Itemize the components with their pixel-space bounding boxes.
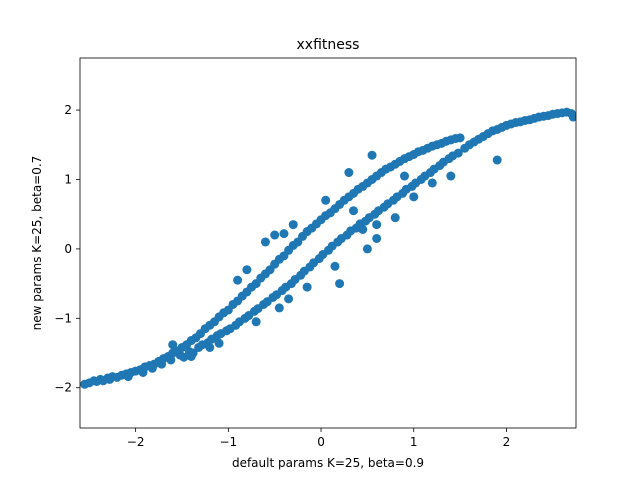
- scatter-point: [335, 279, 345, 289]
- scatter-point: [367, 150, 377, 160]
- y-tick-label: −1: [54, 311, 72, 325]
- scatter-point: [427, 178, 437, 188]
- x-tick-label: 0: [317, 435, 325, 449]
- y-axis: −2 −1 0 1 2: [54, 103, 80, 395]
- scatter-point: [372, 233, 382, 243]
- chart-title: xxfitness: [297, 37, 360, 53]
- scatter-point: [446, 171, 456, 181]
- scatter-point: [344, 168, 354, 178]
- x-tick-label: −1: [219, 435, 237, 449]
- scatter-point: [274, 303, 284, 313]
- scatter-point: [279, 229, 289, 239]
- scatter-point: [179, 352, 189, 362]
- scatter-point: [168, 340, 178, 350]
- y-tick-label: 2: [64, 103, 72, 117]
- x-tick-label: 1: [410, 435, 418, 449]
- scatter-point: [260, 237, 270, 247]
- x-axis-label: default params K=25, beta=0.9: [232, 456, 424, 470]
- scatter-point: [492, 155, 502, 165]
- points-layer: [80, 107, 576, 389]
- scatter-point: [242, 265, 252, 275]
- scatter-point: [321, 195, 331, 205]
- scatter-point: [409, 192, 419, 202]
- plot-frame: [79, 57, 577, 429]
- scatter-point: [568, 112, 576, 122]
- scatter-point: [214, 338, 224, 348]
- y-tick-label: −2: [54, 381, 72, 395]
- x-tick-label: 2: [503, 435, 511, 449]
- x-axis: −2 −1 0 1 2: [127, 428, 511, 449]
- scatter-point: [166, 355, 176, 365]
- scatter-point: [186, 352, 196, 361]
- scatter-point: [288, 220, 298, 230]
- scatter-point: [251, 317, 261, 327]
- scatter-point: [330, 261, 340, 271]
- scatter-point: [358, 224, 368, 234]
- scatter-point: [453, 148, 463, 158]
- x-tick-label: −2: [127, 435, 145, 449]
- scatter-point: [205, 342, 215, 352]
- y-tick-label: 0: [64, 242, 72, 256]
- scatter-point: [302, 282, 312, 292]
- scatter-point: [270, 230, 280, 240]
- scatter-point: [372, 220, 382, 230]
- scatter-point: [399, 171, 409, 181]
- scatter-point: [362, 244, 372, 254]
- y-tick-label: 1: [64, 172, 72, 186]
- scatter-point: [390, 213, 400, 223]
- scatter-point: [233, 275, 243, 285]
- scatter-point: [455, 133, 465, 143]
- y-axis-label: new params K=25, beta=0.7: [30, 156, 44, 331]
- scatter-point: [349, 206, 358, 216]
- scatter-point: [284, 294, 294, 304]
